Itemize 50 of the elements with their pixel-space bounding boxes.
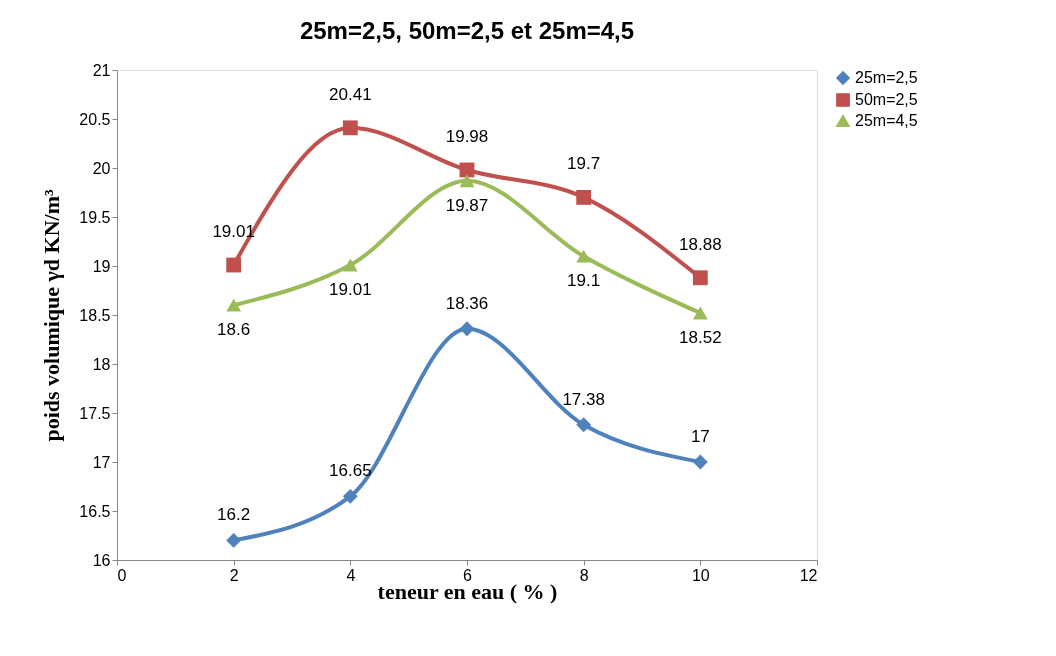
point [226,532,242,548]
data-label: 18.52 [679,328,722,348]
x-tick-label: 2 [229,566,239,584]
legend-label: 25m=4,5 [855,112,918,129]
x-tick-label: 8 [579,566,589,584]
point [576,249,592,263]
point [692,270,708,286]
data-label: 19.1 [567,271,601,291]
y-tick-label: 19 [92,257,111,275]
y-tick-label: 16.5 [79,502,111,520]
data-label: 17.38 [562,389,605,409]
data-label: 19.7 [567,154,601,174]
point [576,189,592,205]
chart-title: 25m=2,5, 50m=2,5 et 25m=4,5 [299,17,635,44]
y-tick-label: 18.5 [79,306,111,324]
x-tick-label: 10 [691,566,710,584]
point [342,258,358,272]
data-label: 20.41 [329,84,372,104]
point [576,417,592,433]
data-label: 18.36 [445,293,489,313]
data-label: 19.01 [329,280,372,300]
y-tick-label: 20 [92,159,111,177]
data-label: 18.6 [217,320,251,340]
point [226,257,242,273]
data-label: 16.2 [217,505,251,525]
data-label: 19.87 [445,195,489,215]
x-tick-label: 12 [799,566,818,584]
y-tick-label: 18 [92,355,111,373]
y-tick-label: 17 [92,453,111,471]
y-tick-label: 20.5 [79,110,111,128]
point [342,488,358,504]
data-label: 16.65 [329,461,372,481]
point [459,174,475,188]
y-tick-label: 19.5 [79,208,111,226]
point [692,454,708,470]
data-label: 18.88 [679,234,722,254]
legend-label: 50m=2,5 [855,91,918,108]
y-tick-label: 21 [92,61,111,79]
data-label: 17 [690,427,710,446]
point [226,298,242,312]
point [459,321,475,337]
data-label: 19.98 [445,126,489,146]
x-tick-label: 0 [117,566,127,584]
y-tick-label: 17.5 [79,404,111,422]
point [692,306,708,320]
y-axis-title: poids volumique γd KN/m³ [39,188,65,442]
x-tick-label: 4 [346,566,356,584]
point [342,120,358,136]
legend-label: 25m=2,5 [855,69,918,86]
y-tick-label: 16 [92,551,111,569]
